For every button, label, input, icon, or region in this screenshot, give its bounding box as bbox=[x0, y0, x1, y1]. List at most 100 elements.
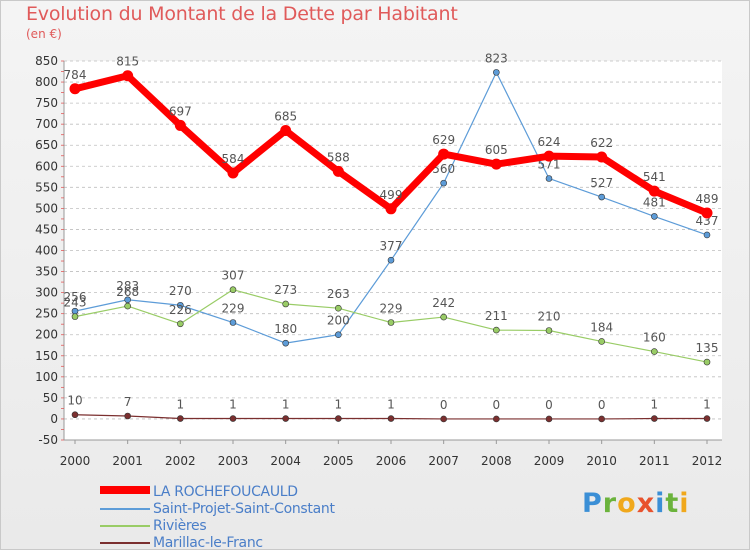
data-label-0: 541 bbox=[643, 170, 666, 184]
x-tick-label: 2006 bbox=[376, 454, 407, 468]
y-tick-label: 200 bbox=[35, 328, 58, 342]
data-point-1 bbox=[703, 231, 711, 239]
data-point-2 bbox=[493, 326, 500, 334]
chart-subtitle: (en €) bbox=[26, 27, 62, 41]
data-point-2 bbox=[229, 286, 237, 293]
data-label-2: 242 bbox=[432, 296, 455, 310]
data-point-2 bbox=[440, 313, 447, 321]
y-tick-label: 650 bbox=[35, 138, 58, 152]
data-point-3 bbox=[282, 415, 289, 422]
data-point-0 bbox=[122, 70, 134, 82]
data-label-3: 1 bbox=[177, 398, 185, 412]
data-point-3 bbox=[440, 415, 447, 423]
data-label-2: 211 bbox=[485, 309, 508, 323]
data-label-3: 1 bbox=[703, 398, 711, 412]
x-tick-label: 2011 bbox=[639, 454, 670, 468]
legend-swatch-icon bbox=[100, 486, 150, 494]
data-point-3 bbox=[598, 415, 605, 423]
x-tick-label: 2003 bbox=[218, 454, 249, 468]
data-label-3: 0 bbox=[440, 398, 448, 412]
chart-title: Evolution du Montant de la Dette par Hab… bbox=[26, 3, 458, 25]
x-tick-label: 2002 bbox=[165, 454, 196, 468]
data-label-1: 180 bbox=[274, 322, 297, 336]
x-tick-label: 2012 bbox=[692, 454, 723, 468]
data-point-2 bbox=[387, 319, 395, 326]
data-point-0 bbox=[69, 83, 81, 95]
data-label-2: 160 bbox=[643, 331, 666, 345]
y-tick-label: 100 bbox=[35, 370, 58, 384]
data-point-2 bbox=[282, 300, 289, 308]
y-tick-label: 800 bbox=[35, 75, 58, 89]
data-label-0: 815 bbox=[116, 55, 139, 69]
y-tick-label: 550 bbox=[35, 180, 58, 194]
data-label-2: 273 bbox=[274, 283, 297, 297]
y-tick-label: 350 bbox=[35, 265, 58, 279]
y-tick-label: -50 bbox=[38, 433, 58, 447]
data-point-3 bbox=[124, 412, 131, 420]
data-label-1: 527 bbox=[590, 176, 613, 190]
x-tick-label: 2001 bbox=[112, 454, 143, 468]
data-label-2: 263 bbox=[327, 287, 350, 301]
data-point-1 bbox=[651, 213, 658, 220]
data-point-3 bbox=[229, 415, 237, 422]
data-point-0 bbox=[490, 158, 502, 170]
data-label-3: 1 bbox=[651, 398, 659, 412]
data-point-1 bbox=[124, 296, 131, 304]
data-label-0: 588 bbox=[327, 150, 350, 164]
data-point-1 bbox=[598, 193, 605, 201]
data-label-0: 584 bbox=[222, 152, 245, 166]
data-label-0: 489 bbox=[696, 192, 719, 206]
legend-swatch-icon bbox=[100, 542, 150, 544]
data-point-0 bbox=[438, 148, 450, 160]
x-tick-label: 2007 bbox=[428, 454, 459, 468]
y-tick-label: 750 bbox=[35, 96, 58, 110]
data-label-3: 1 bbox=[282, 398, 290, 412]
data-point-0 bbox=[543, 150, 555, 162]
data-label-2: 307 bbox=[222, 269, 245, 283]
data-point-0 bbox=[227, 167, 239, 179]
data-label-1: 377 bbox=[380, 239, 403, 253]
data-label-1: 437 bbox=[696, 214, 719, 228]
data-point-2 bbox=[71, 313, 79, 320]
data-point-2 bbox=[545, 327, 553, 334]
data-label-3: 7 bbox=[124, 395, 132, 409]
data-label-1: 270 bbox=[169, 284, 192, 298]
data-point-0 bbox=[596, 151, 608, 163]
data-point-2 bbox=[651, 348, 658, 355]
data-point-0 bbox=[648, 185, 660, 197]
data-point-1 bbox=[229, 319, 237, 326]
legend-label: Rivières bbox=[153, 518, 207, 534]
data-point-0 bbox=[701, 207, 713, 219]
legend-label: Saint-Projet-Saint-Constant bbox=[153, 501, 335, 517]
data-label-2: 226 bbox=[169, 303, 192, 317]
data-label-1: 571 bbox=[538, 157, 561, 171]
data-label-0: 685 bbox=[274, 109, 297, 123]
data-label-0: 624 bbox=[538, 135, 561, 149]
y-tick-label: 600 bbox=[35, 159, 58, 173]
data-label-2: 243 bbox=[64, 296, 87, 310]
data-point-3 bbox=[545, 415, 553, 423]
data-label-0: 499 bbox=[380, 188, 403, 202]
data-label-2: 229 bbox=[380, 302, 403, 316]
y-tick-label: 250 bbox=[35, 307, 58, 321]
data-point-1 bbox=[282, 339, 289, 347]
x-tick-label: 2000 bbox=[60, 454, 91, 468]
data-label-0: 605 bbox=[485, 143, 508, 157]
data-point-3 bbox=[493, 415, 500, 423]
data-point-3 bbox=[651, 415, 658, 422]
data-point-3 bbox=[703, 415, 711, 422]
x-tick-label: 2005 bbox=[323, 454, 354, 468]
data-point-2 bbox=[124, 302, 131, 310]
data-point-0 bbox=[332, 165, 344, 177]
data-point-0 bbox=[174, 119, 186, 131]
data-label-3: 1 bbox=[229, 398, 237, 412]
data-label-1: 229 bbox=[222, 302, 245, 316]
data-label-0: 622 bbox=[590, 136, 613, 150]
data-point-3 bbox=[387, 415, 395, 422]
x-tick-label: 2008 bbox=[481, 454, 512, 468]
y-tick-label: 400 bbox=[35, 244, 58, 258]
y-tick-label: 850 bbox=[35, 54, 58, 68]
y-tick-label: 150 bbox=[35, 349, 58, 363]
y-tick-label: 300 bbox=[35, 286, 58, 300]
